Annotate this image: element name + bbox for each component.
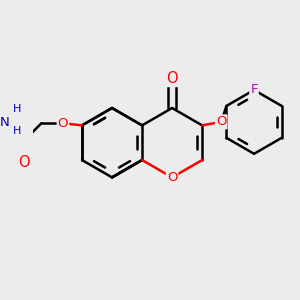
Text: O: O	[58, 117, 68, 130]
Text: O: O	[167, 171, 177, 184]
Text: O: O	[216, 116, 226, 128]
Text: F: F	[250, 83, 258, 97]
Text: O: O	[18, 155, 30, 170]
Text: H: H	[13, 126, 21, 136]
Text: H: H	[13, 104, 21, 114]
Text: N: N	[0, 116, 9, 129]
Text: O: O	[166, 71, 178, 86]
